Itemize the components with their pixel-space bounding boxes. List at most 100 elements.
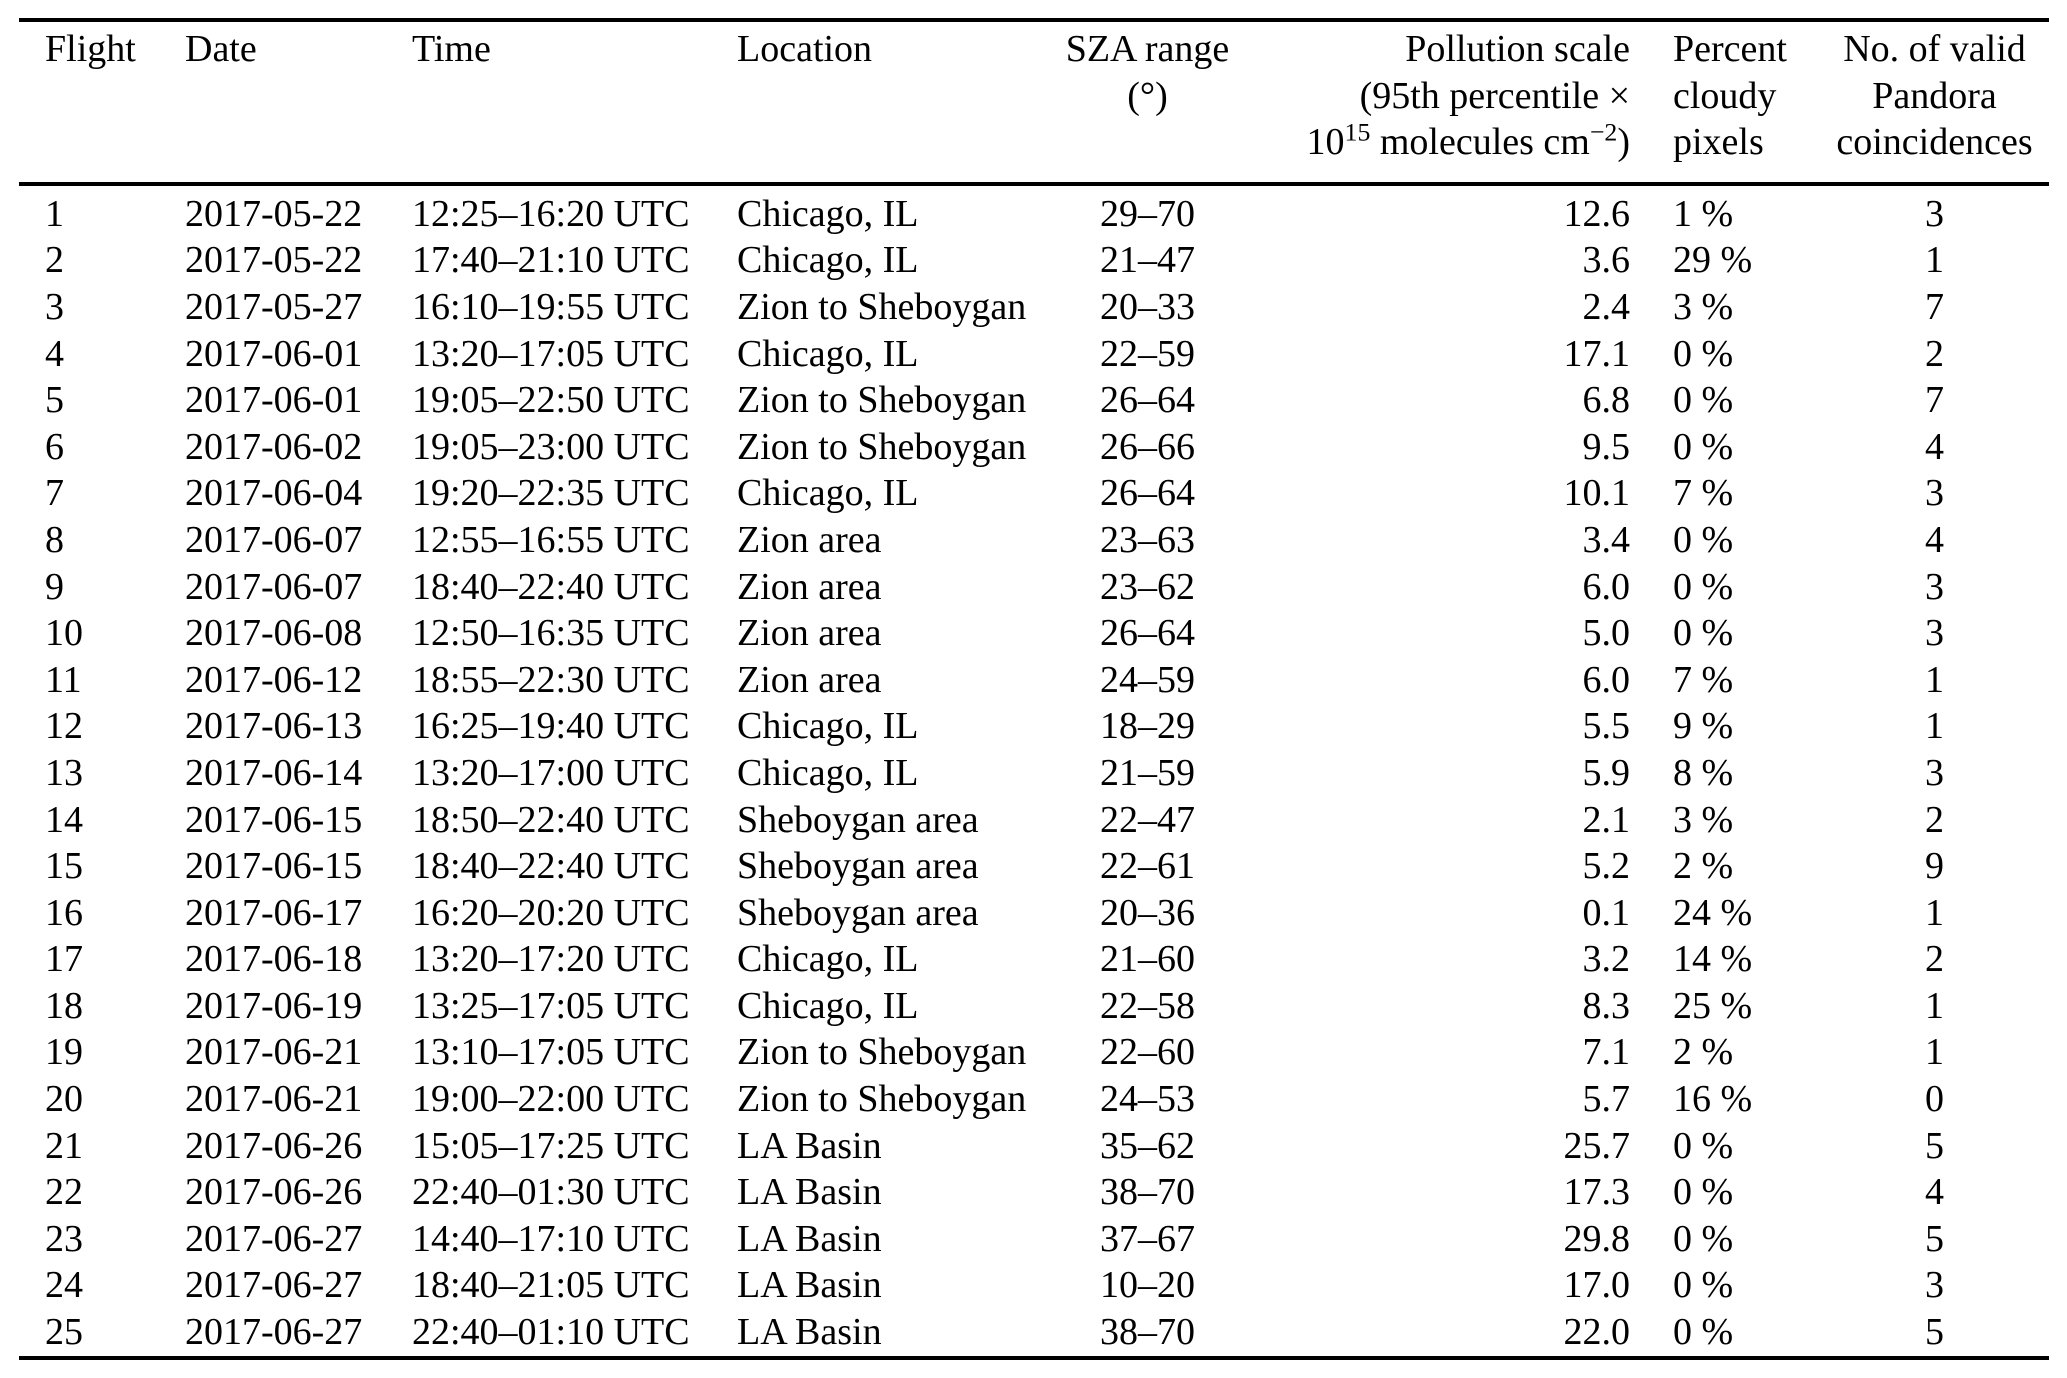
table-row: 10 2017-06-08 12:50–16:35 UTC Zion area 26–6…	[19, 610, 2049, 657]
cell-time: 18:50–22:40 UTC	[412, 798, 690, 841]
cell-flight: 25	[45, 1311, 83, 1354]
cell-date: 2017-06-15	[185, 798, 363, 841]
cell-location: Sheboygan area	[737, 891, 979, 934]
cell-location: LA Basin	[737, 1264, 882, 1307]
cell-cloudy: 0 %	[1673, 332, 1734, 375]
cell-flight: 12	[45, 705, 83, 748]
cell-flight: 16	[45, 891, 83, 934]
cell-sza: 10–20	[1100, 1264, 1195, 1307]
cell-time: 19:20–22:35 UTC	[412, 472, 690, 515]
cell-location: LA Basin	[737, 1171, 882, 1214]
cell-location: Zion to Sheboygan	[737, 285, 1027, 328]
cell-coincidences: 5	[1925, 1217, 1944, 1260]
table-row: 15 2017-06-15 18:40–22:40 UTC Sheboygan are…	[19, 843, 2049, 890]
cell-sza: 23–63	[1100, 518, 1195, 561]
cell-sza: 24–59	[1100, 658, 1195, 701]
cell-coincidences: 1	[1925, 239, 1944, 282]
cell-time: 16:25–19:40 UTC	[412, 705, 690, 748]
cell-date: 2017-06-01	[185, 379, 363, 422]
cell-coincidences: 1	[1925, 1031, 1944, 1074]
column-header-coincidences: No. of valid Pandora coincidences	[1836, 28, 2033, 164]
cell-coincidences: 3	[1925, 751, 1944, 794]
cell-pollution: 3.6	[1582, 239, 1631, 282]
cell-cloudy: 7 %	[1673, 472, 1734, 515]
cell-cloudy: 0 %	[1673, 518, 1734, 561]
cell-date: 2017-05-22	[185, 192, 363, 235]
cell-date: 2017-06-21	[185, 1078, 363, 1121]
cell-flight: 21	[45, 1124, 83, 1167]
cell-sza: 22–59	[1100, 332, 1195, 375]
cell-time: 13:20–17:00 UTC	[412, 751, 690, 794]
cell-flight: 14	[45, 798, 83, 841]
cell-date: 2017-06-19	[185, 984, 363, 1027]
cell-pollution: 5.7	[1582, 1078, 1631, 1121]
cell-cloudy: 8 %	[1673, 751, 1734, 794]
cell-date: 2017-06-07	[185, 565, 363, 608]
cell-cloudy: 7 %	[1673, 658, 1734, 701]
table-row: 5 2017-06-01 19:05–22:50 UTC Zion to Sheboy…	[19, 377, 2049, 424]
cell-cloudy: 24 %	[1673, 891, 1753, 934]
cell-pollution: 8.3	[1582, 984, 1631, 1027]
cell-time: 18:40–22:40 UTC	[412, 565, 690, 608]
column-header-sza: SZA range (°)	[1065, 28, 1230, 117]
cell-flight: 3	[45, 285, 64, 328]
cell-location: Chicago, IL	[737, 705, 919, 748]
column-header-time: Time	[412, 28, 491, 70]
cell-pollution: 2.1	[1582, 798, 1631, 841]
cell-location: LA Basin	[737, 1217, 882, 1260]
cell-coincidences: 2	[1925, 332, 1944, 375]
cell-coincidences: 4	[1925, 1171, 1944, 1214]
cell-cloudy: 16 %	[1673, 1078, 1753, 1121]
table-row: 3 2017-05-27 16:10–19:55 UTC Zion to Sheboy…	[19, 284, 2049, 331]
cell-location: Chicago, IL	[737, 332, 919, 375]
cell-coincidences: 4	[1925, 518, 1944, 561]
table-row: 24 2017-06-27 18:40–21:05 UTC LA Basin 10–20…	[19, 1262, 2049, 1309]
cell-cloudy: 0 %	[1673, 379, 1734, 422]
cell-time: 13:20–17:05 UTC	[412, 332, 690, 375]
cell-date: 2017-06-02	[185, 425, 363, 468]
header-row: Flight Date Time Location SZA range (°) Pollut…	[19, 20, 2049, 184]
cell-flight: 10	[45, 612, 83, 655]
cell-pollution: 17.1	[1563, 332, 1631, 375]
cell-sza: 21–60	[1100, 938, 1195, 981]
cell-flight: 23	[45, 1217, 83, 1260]
cell-cloudy: 1 %	[1673, 192, 1734, 235]
cell-coincidences: 3	[1925, 612, 1944, 655]
cell-location: Chicago, IL	[737, 472, 919, 515]
cell-cloudy: 25 %	[1673, 984, 1753, 1027]
cell-flight: 24	[45, 1264, 83, 1307]
cell-location: Sheboygan area	[737, 798, 979, 841]
table-row: 19 2017-06-21 13:10–17:05 UTC Zion to Shebo…	[19, 1029, 2049, 1076]
cell-cloudy: 0 %	[1673, 565, 1734, 608]
table-row: 16 2017-06-17 16:20–20:20 UTC Sheboygan are…	[19, 890, 2049, 937]
cell-flight: 15	[45, 845, 83, 888]
cell-sza: 18–29	[1100, 705, 1195, 748]
cell-time: 15:05–17:25 UTC	[412, 1124, 690, 1167]
cell-cloudy: 0 %	[1673, 1311, 1734, 1354]
cell-location: Chicago, IL	[737, 192, 919, 235]
cell-time: 22:40–01:10 UTC	[412, 1311, 690, 1354]
cell-coincidences: 1	[1925, 705, 1944, 748]
cell-sza: 29–70	[1100, 192, 1195, 235]
cell-coincidences: 2	[1925, 798, 1944, 841]
cell-location: Chicago, IL	[737, 239, 919, 282]
cell-location: Zion area	[737, 612, 882, 655]
cell-pollution: 7.1	[1582, 1031, 1631, 1074]
cell-cloudy: 0 %	[1673, 1171, 1734, 1214]
cell-flight: 7	[45, 472, 64, 515]
cell-date: 2017-06-27	[185, 1264, 363, 1307]
cell-pollution: 25.7	[1563, 1124, 1631, 1167]
cell-pollution: 6.0	[1582, 565, 1631, 608]
cell-time: 18:40–22:40 UTC	[412, 845, 690, 888]
cell-location: Zion area	[737, 658, 882, 701]
cell-pollution: 17.0	[1563, 1264, 1631, 1307]
cell-coincidences: 1	[1925, 658, 1944, 701]
cell-pollution: 5.0	[1582, 612, 1631, 655]
cell-date: 2017-06-04	[185, 472, 363, 515]
cell-coincidences: 1	[1925, 984, 1944, 1027]
cell-coincidences: 5	[1925, 1124, 1944, 1167]
cell-date: 2017-06-18	[185, 938, 363, 981]
cell-location: LA Basin	[737, 1311, 882, 1354]
table-row: 7 2017-06-04 19:20–22:35 UTC Chicago, IL 26–…	[19, 470, 2049, 517]
